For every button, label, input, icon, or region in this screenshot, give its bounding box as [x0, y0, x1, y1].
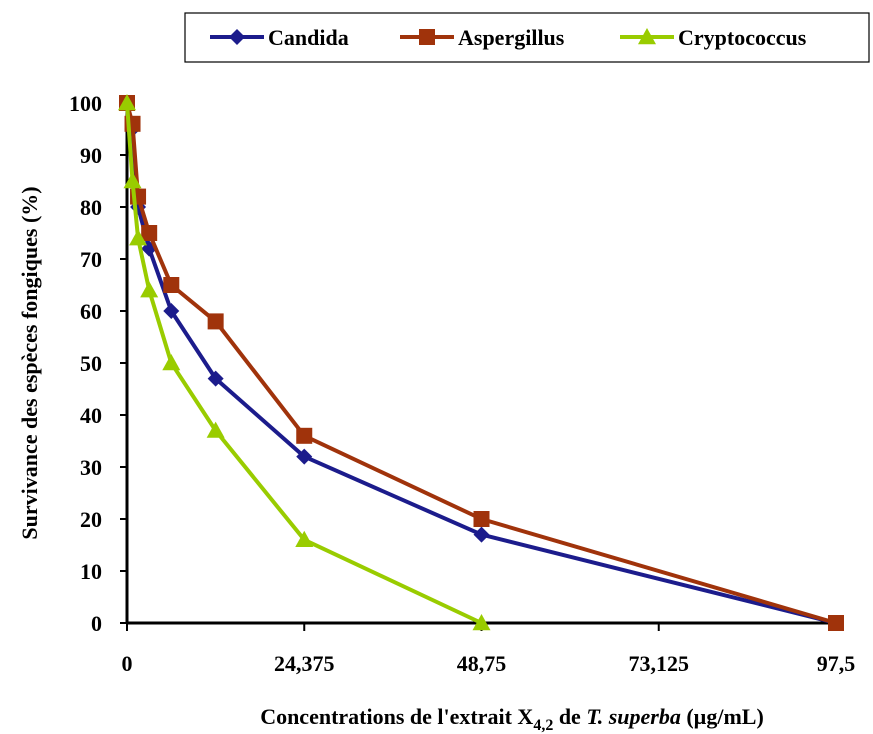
- data-point-cryptococcus: [472, 614, 491, 631]
- y-tick-label: 0: [91, 611, 102, 636]
- data-point-cryptococcus: [140, 281, 159, 298]
- y-axis-title: Survivance des espèces fongiques (%): [17, 186, 42, 539]
- data-point-candida: [163, 303, 180, 319]
- data-point-candida: [296, 448, 313, 465]
- x-axis-title-middle: de: [553, 704, 586, 729]
- data-point-cryptococcus: [118, 94, 136, 111]
- x-axis-title: Concentrations de l'extrait X4,2 de T. s…: [260, 704, 764, 734]
- y-tick-label: 10: [80, 559, 102, 584]
- x-tick-label: 48,75: [457, 651, 507, 676]
- y-tick-label: 20: [80, 507, 102, 532]
- series-line-candida: [125, 102, 837, 625]
- legend-item-cryptococcus: Cryptococcus: [620, 25, 807, 50]
- x-tick-label: 24,375: [274, 651, 335, 676]
- legend-label-cryptococcus: Cryptococcus: [678, 25, 807, 50]
- x-tick-label: 0: [122, 651, 133, 676]
- legend-item-aspergillus: Aspergillus: [400, 25, 565, 50]
- data-point-aspergillus: [296, 427, 313, 444]
- y-tick-label: 90: [80, 143, 102, 168]
- axes: 0 10 20 30 40 50 60 70 80 90 100 0 24,375 48,75 73,12…: [69, 91, 855, 676]
- legend-box: [184, 12, 870, 63]
- legend-label-candida: Candida: [268, 25, 349, 50]
- legend: Candida Aspergillus Cryptococcus: [184, 12, 870, 63]
- legend-label-aspergillus: Aspergillus: [458, 25, 565, 50]
- y-tick-label: 80: [80, 195, 102, 220]
- data-point-candida: [473, 526, 490, 543]
- y-tick-label: 60: [80, 299, 102, 324]
- legend-marker-aspergillus: [419, 29, 435, 45]
- y-tick-label: 50: [80, 351, 102, 376]
- data-point-aspergillus: [163, 277, 180, 293]
- series-candida: [119, 95, 844, 631]
- x-axis-title-subscript: 4,2: [533, 717, 553, 734]
- x-axis-title-species: T. superba: [586, 704, 681, 729]
- data-point-aspergillus: [473, 511, 490, 527]
- series-aspergillus: [119, 95, 844, 631]
- data-point-cryptococcus: [206, 421, 225, 438]
- y-tick-label: 40: [80, 403, 102, 428]
- data-point-cryptococcus: [162, 354, 181, 371]
- y-tick-label: 70: [80, 247, 102, 272]
- x-tick-label: 73,125: [629, 651, 690, 676]
- data-point-cryptococcus: [295, 530, 314, 547]
- legend-item-candida: Candida: [210, 25, 349, 50]
- legend-marker-cryptococcus: [638, 28, 656, 45]
- x-axis-title-unit: (µg/mL): [681, 704, 764, 729]
- series-layer: [118, 94, 844, 631]
- series-cryptococcus: [118, 94, 491, 631]
- y-tick-label: 30: [80, 455, 102, 480]
- x-tick-label: 97,5: [817, 651, 856, 676]
- series-line-cryptococcus: [125, 102, 483, 625]
- y-tick-label: 100: [69, 91, 102, 116]
- data-point-aspergillus: [207, 313, 224, 330]
- x-axis-title-prefix: Concentrations de l'extrait X: [260, 704, 533, 729]
- data-point-cryptococcus: [123, 172, 142, 189]
- data-point-aspergillus: [141, 225, 158, 241]
- data-point-cryptococcus: [129, 229, 148, 246]
- data-point-aspergillus: [828, 615, 844, 631]
- data-point-candida: [207, 370, 224, 387]
- legend-marker-candida: [229, 29, 245, 45]
- series-line-aspergillus: [125, 102, 837, 625]
